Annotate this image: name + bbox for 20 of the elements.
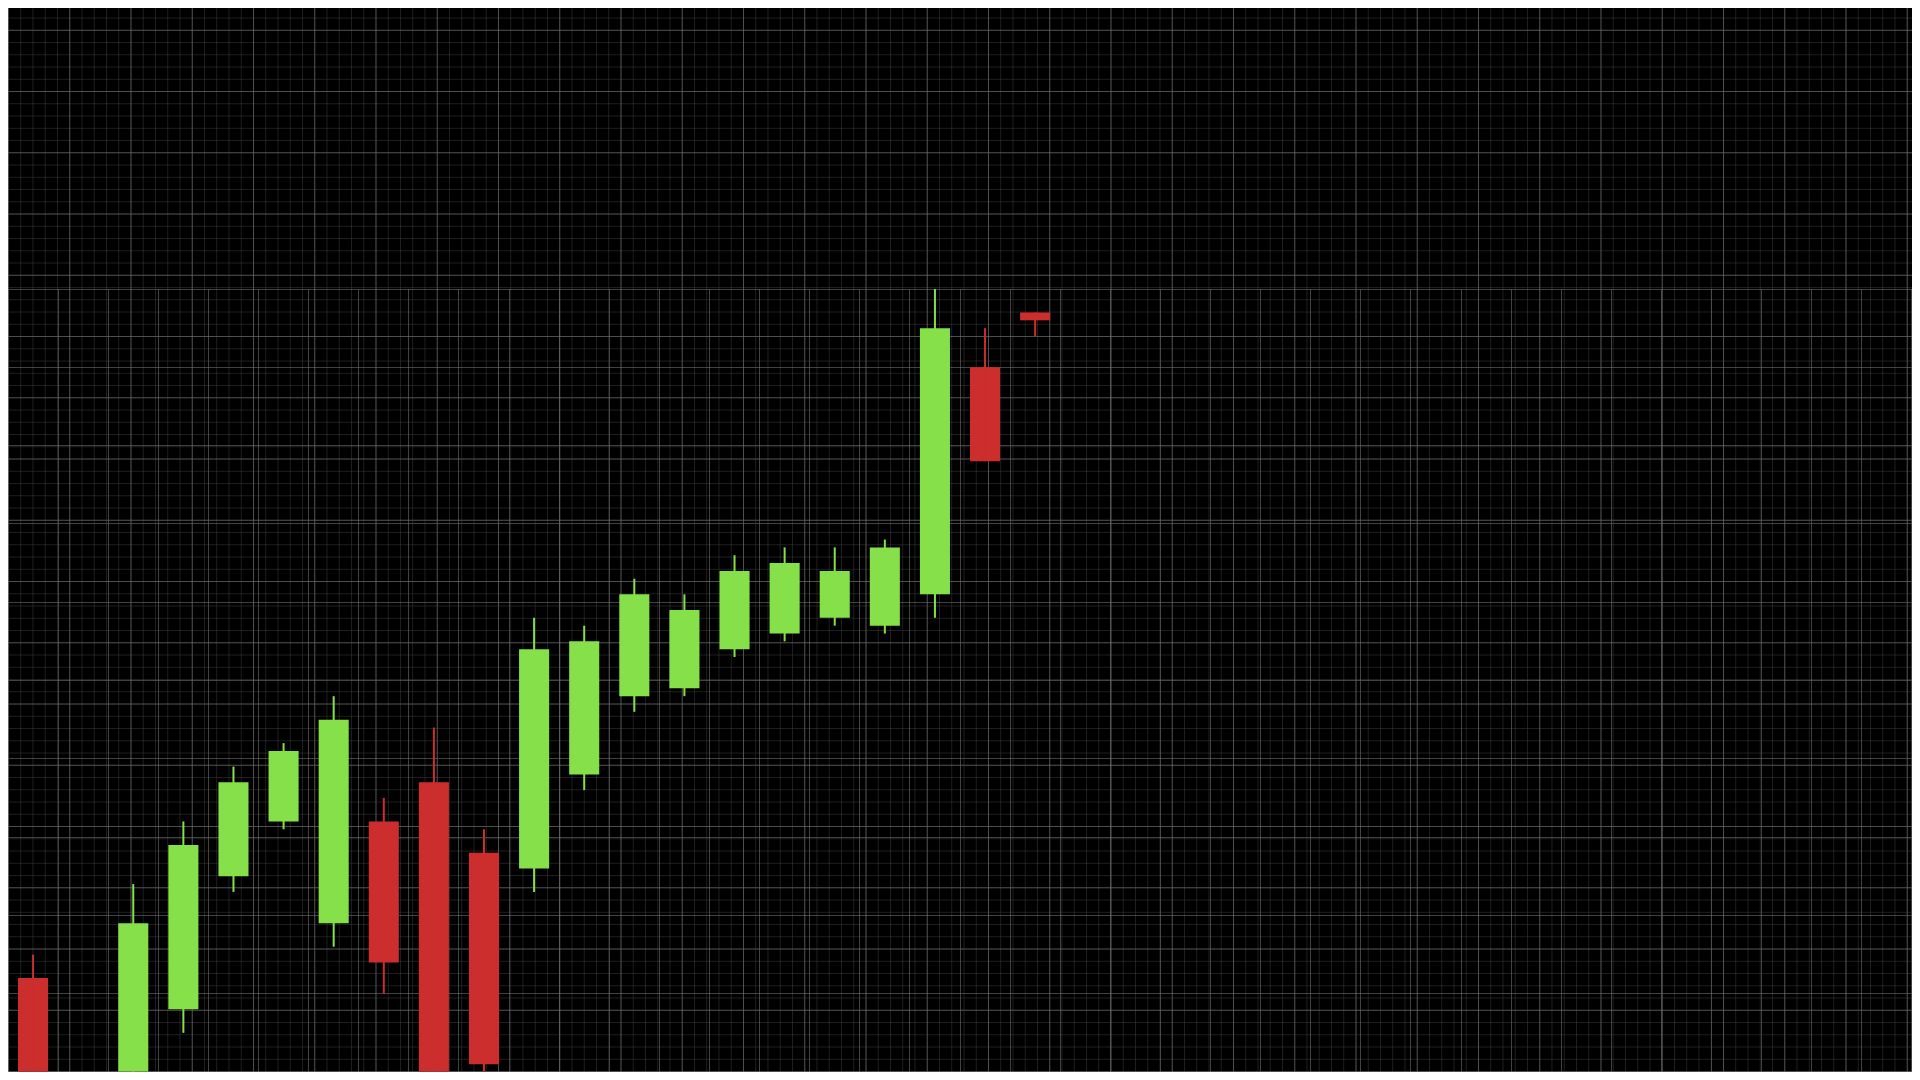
candlestick (268, 743, 299, 830)
candlestick (218, 766, 249, 892)
candlestick (318, 696, 349, 947)
candlestick (168, 821, 199, 1033)
candlestick (418, 727, 449, 1072)
candlestick (1020, 312, 1051, 336)
candlestick (118, 884, 149, 1072)
candlestick (468, 829, 500, 1072)
candlestick (919, 289, 950, 618)
candlestick (669, 594, 700, 697)
candlestick (18, 954, 49, 1072)
candlestick (569, 625, 600, 791)
candlestick (619, 578, 650, 712)
candlestick (719, 555, 750, 658)
candlestick (970, 328, 1001, 462)
candlestick (869, 539, 900, 634)
candlestick (769, 547, 800, 642)
candlestick (519, 617, 550, 892)
candlestick (368, 797, 399, 994)
candlestick (819, 547, 850, 626)
